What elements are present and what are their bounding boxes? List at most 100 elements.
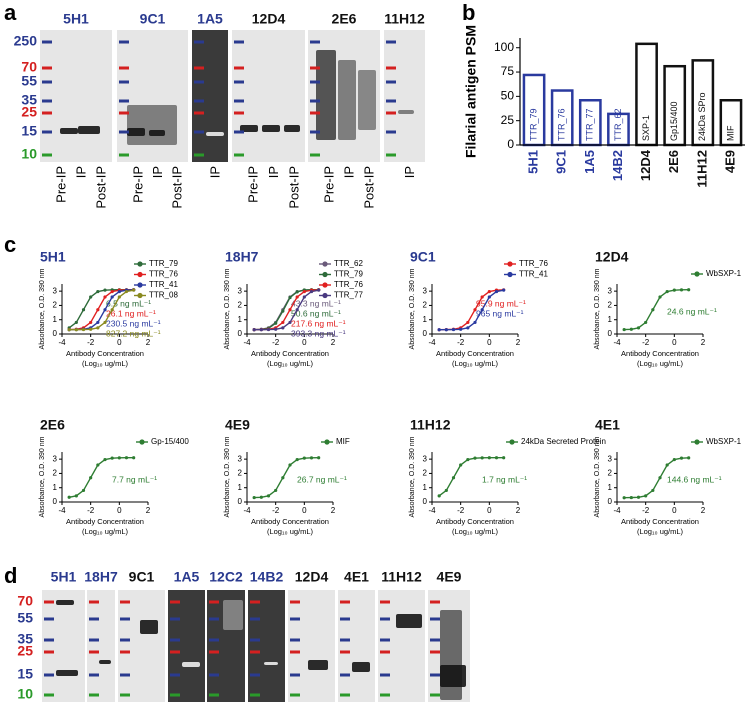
bar-label: TTR_79 [528, 108, 538, 141]
legend-label: WbSXP-1 [706, 269, 742, 278]
legend-marker [509, 439, 515, 445]
y-tick-label: 1 [238, 483, 243, 492]
data-point [288, 320, 292, 325]
data-point [679, 456, 684, 460]
data-point [266, 327, 271, 332]
data-point [295, 308, 299, 312]
chart-title: 2E6 [40, 417, 65, 433]
ladder-band [290, 617, 300, 621]
y-tick-label: 2 [423, 301, 428, 310]
data-point [110, 308, 114, 312]
chart-title: 4E1 [595, 417, 620, 433]
x-tick-label: 2 [331, 506, 336, 515]
data-point [96, 289, 100, 294]
panel-label: d [4, 563, 17, 588]
ladder-band [44, 600, 54, 604]
blot-band [308, 660, 328, 670]
legend-marker [137, 271, 143, 278]
ladder-band [234, 153, 244, 157]
x-tick-label: 2 [701, 506, 706, 515]
ladder-band [170, 617, 180, 621]
data-point [302, 456, 306, 460]
x-axis-label: (Log₁₀ ug/mL) [637, 359, 684, 368]
ladder-band [430, 673, 440, 677]
x-tick-label: 2 [516, 338, 521, 347]
blot-image [42, 590, 85, 702]
data-point [74, 494, 78, 498]
ladder-band [430, 638, 440, 642]
blot-band [99, 660, 111, 664]
bar-label: 24kDa SPro [697, 92, 707, 141]
data-point [437, 328, 441, 332]
data-point [451, 327, 456, 332]
x-axis-label: Antibody Concentration [66, 517, 144, 526]
x-axis-label: Antibody Concentration [66, 349, 144, 358]
ladder-band [250, 693, 260, 697]
legend-marker [322, 261, 328, 267]
marker-label: 10 [17, 686, 33, 702]
blot-band [60, 128, 78, 134]
blot-band [127, 128, 145, 136]
data-point [473, 456, 477, 460]
bar-label: TTR_62 [613, 108, 623, 141]
legend-marker [694, 439, 700, 445]
y-tick-label: 0 [53, 497, 58, 506]
ladder-band [119, 153, 129, 157]
x-tick-label: -2 [272, 506, 280, 515]
x-axis-label: (Log₁₀ ug/mL) [267, 527, 314, 536]
data-point [437, 494, 441, 498]
ladder-band [386, 153, 396, 157]
blot-title: 18H7 [84, 569, 118, 585]
marker-label: 35 [21, 92, 37, 108]
y-tick-label: 0 [238, 497, 243, 506]
y-tick-label: 3 [53, 286, 58, 295]
ladder-band [194, 40, 204, 44]
data-point [502, 456, 506, 460]
ladder-band [380, 693, 390, 697]
data-point [74, 320, 78, 325]
data-point [295, 290, 299, 294]
blot-band [56, 600, 74, 605]
data-point [96, 326, 100, 330]
annotation: 1.7 ng mL⁻¹ [482, 474, 527, 484]
y-tick-label: 1 [608, 483, 613, 492]
x-tick-label: -4 [243, 506, 251, 515]
ladder-band [194, 153, 204, 157]
blot-title: 12D4 [295, 569, 329, 585]
ladder-band [42, 40, 52, 44]
legend-marker [139, 439, 145, 445]
lane-label: IP [266, 166, 281, 178]
chart-title: 12D4 [595, 249, 629, 265]
blot-title: 11H12 [384, 11, 425, 27]
bar-label: TTR_76 [557, 108, 567, 141]
y-tick-label: 100 [494, 40, 514, 54]
data-point [252, 495, 256, 500]
annotation: 24.6 ng mL⁻¹ [667, 306, 717, 316]
data-point [117, 456, 121, 460]
data-point [473, 320, 477, 325]
legend-marker [322, 292, 328, 299]
ladder-band [430, 600, 440, 604]
blot-band [182, 662, 200, 667]
ladder-band [380, 673, 390, 677]
x-tick-label: 0 [672, 338, 677, 347]
legend-label: TTR_08 [149, 291, 178, 300]
ladder-band [290, 638, 300, 642]
data-point [110, 289, 114, 294]
blot-band [206, 132, 224, 136]
ladder-band [310, 111, 320, 115]
annotation: 26.7 ng mL⁻¹ [297, 474, 347, 484]
marker-label: 10 [21, 146, 37, 162]
data-point [103, 320, 107, 325]
annotation: 6.5 ng mL⁻¹ [106, 298, 151, 308]
data-point [494, 289, 499, 294]
y-tick-label: 3 [238, 454, 243, 463]
chart-title: 4E9 [225, 417, 250, 433]
legend-label: TTR_76 [149, 270, 178, 279]
x-tick-label: -4 [58, 338, 66, 347]
ladder-band [170, 673, 180, 677]
ladder-band [310, 80, 320, 84]
data-point [117, 295, 121, 299]
ladder-band [194, 99, 204, 103]
ladder-band [120, 673, 130, 677]
